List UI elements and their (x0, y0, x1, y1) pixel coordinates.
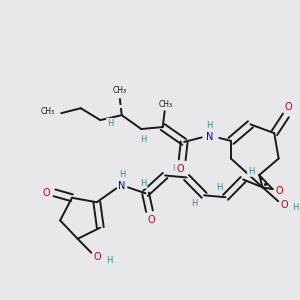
Text: O: O (276, 186, 283, 196)
Text: N: N (206, 132, 213, 142)
Text: H: H (172, 164, 178, 173)
Text: O: O (284, 102, 292, 112)
Text: H: H (217, 183, 223, 192)
Text: H: H (248, 167, 254, 176)
Text: O: O (93, 252, 101, 262)
Text: CH₃: CH₃ (159, 100, 173, 109)
Text: H: H (191, 199, 197, 208)
Text: H: H (107, 118, 113, 127)
Text: O: O (176, 164, 184, 174)
Text: CH₃: CH₃ (40, 107, 55, 116)
Text: O: O (280, 200, 288, 210)
Text: H: H (292, 203, 299, 212)
Text: N: N (118, 182, 126, 191)
Text: H: H (206, 121, 213, 130)
Text: CH₃: CH₃ (113, 86, 127, 95)
Text: O: O (43, 188, 50, 198)
Text: H: H (106, 256, 112, 265)
Text: O: O (148, 215, 155, 225)
Text: H: H (140, 135, 146, 144)
Text: H: H (119, 170, 125, 179)
Text: H: H (140, 179, 147, 188)
Text: H: H (176, 163, 182, 172)
